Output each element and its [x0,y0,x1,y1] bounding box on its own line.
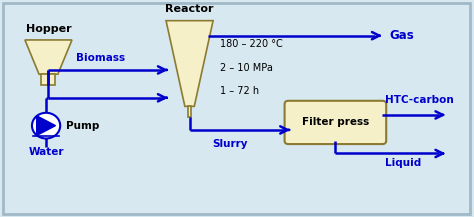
Text: Gas: Gas [390,29,414,42]
Circle shape [32,113,60,138]
Polygon shape [36,116,55,135]
Polygon shape [166,21,213,106]
Text: 180 – 220 °C: 180 – 220 °C [220,39,283,49]
Text: 2 – 10 MPa: 2 – 10 MPa [220,63,273,73]
Text: Reactor: Reactor [165,4,214,14]
Polygon shape [25,40,72,74]
Text: 1 – 72 h: 1 – 72 h [220,86,259,96]
Text: Water: Water [28,147,64,157]
Text: Hopper: Hopper [26,23,71,33]
Text: Pump: Pump [66,121,100,131]
Text: Slurry: Slurry [212,139,247,149]
Text: Biomass: Biomass [76,53,125,63]
Text: HTC-carbon: HTC-carbon [385,95,454,105]
Text: Liquid: Liquid [385,158,421,168]
Polygon shape [41,74,55,85]
Text: Filter press: Filter press [302,117,369,127]
FancyBboxPatch shape [284,101,386,144]
Polygon shape [188,106,191,117]
